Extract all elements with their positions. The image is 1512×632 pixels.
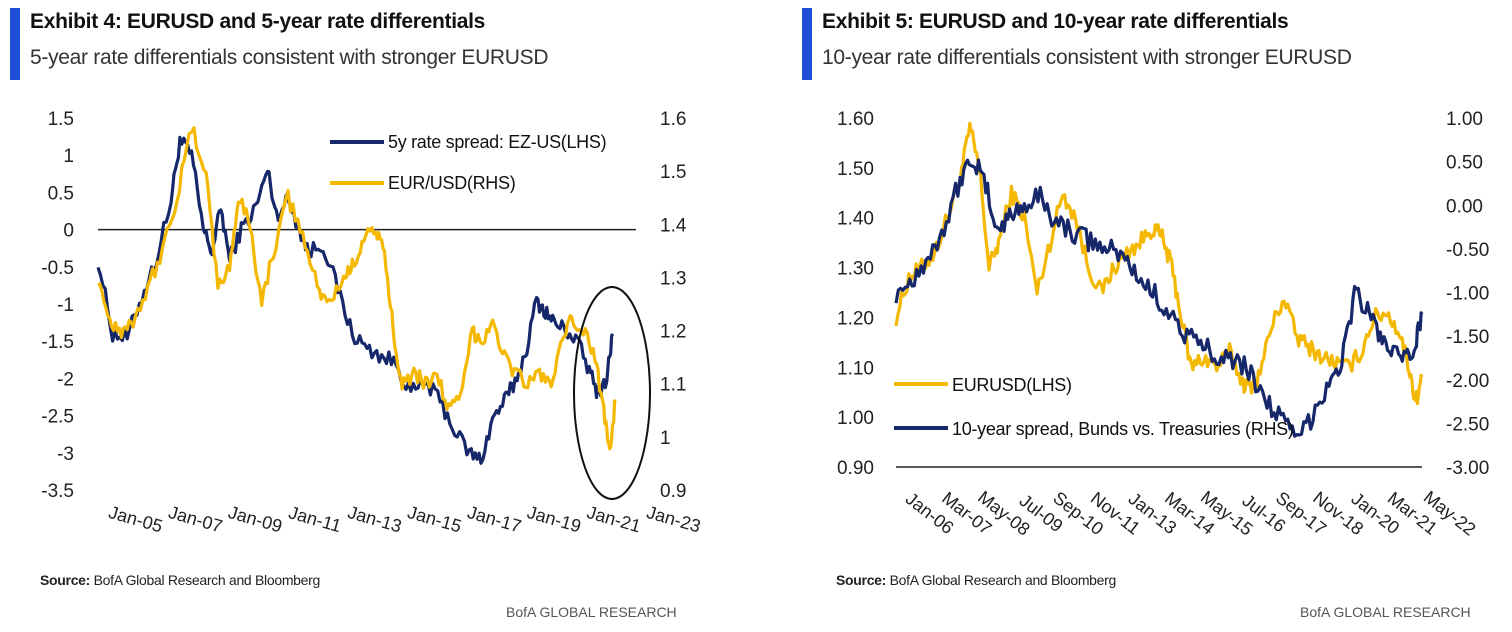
y-right-tick-label: 1.5 [660, 162, 686, 183]
legend-label: EUR/USD(RHS) [388, 173, 515, 193]
x-tick-label: Jan-11 [286, 502, 343, 536]
y-left-tick-label: 1.5 [48, 109, 74, 130]
y-right-tick-label: 1.1 [660, 375, 686, 396]
exhibit-title: Exhibit 5: EURUSD and 10-year rate diffe… [822, 10, 1289, 33]
y-right-tick-label: 1.6 [660, 109, 686, 130]
source-text: BofA Global Research and Bloomberg [886, 572, 1117, 588]
brand-footer: BofA GLOBAL RESEARCH [506, 604, 677, 620]
y-right-tick-label: 1.4 [660, 215, 687, 236]
y-left-tick-label: -1.5 [41, 332, 74, 353]
series-line-navy [894, 158, 1424, 438]
x-tick-label: Jan-23 [644, 502, 702, 536]
y-right-tick-label: 0.9 [660, 481, 686, 502]
legend-label: 5y rate spread: EZ-US(LHS) [388, 132, 606, 152]
y-left-tick-label: -3.5 [41, 481, 74, 502]
y-left-tick-label: 1.60 [837, 109, 874, 130]
y-right-tick-label: -1.00 [1446, 284, 1489, 305]
y-left-tick-label: 0.90 [837, 458, 874, 479]
y-left-tick-label: 1.40 [837, 209, 874, 230]
x-tick-label: Jan-17 [465, 502, 523, 536]
exhibit-4-panel: Exhibit 4: EURUSD and 5-year rate differ… [10, 8, 703, 620]
y-left-tick-label: 1.30 [837, 259, 874, 280]
x-tick-label: Jan-15 [405, 502, 463, 536]
exhibit-4-chart: 1.5 1 0.5 0 -0.5 -1 -1.5 -2 -2.5 -3 -3.5 1.6 1.5 1.4 1… [41, 109, 703, 536]
x-tick-label: Jan-05 [106, 502, 164, 536]
y-left-tick-label: -3 [57, 444, 74, 465]
source-label: Source: [836, 572, 887, 588]
x-tick-label: Jan-13 [346, 502, 404, 536]
y-left-tick-label: 0 [63, 221, 74, 242]
accent-bar [802, 8, 812, 80]
legend-label: EURUSD(LHS) [952, 375, 1072, 395]
y-right-tick-label: -2.50 [1446, 414, 1489, 435]
y-left-tick-label: -0.5 [41, 258, 74, 279]
y-right-tick-label: -3.00 [1446, 458, 1489, 479]
series-line-gold [97, 126, 617, 451]
y-right-tick-label: 1.3 [660, 268, 686, 289]
y-right-tick-label: -1.50 [1446, 327, 1489, 348]
y-left-tick-label: 1.00 [837, 408, 874, 429]
exhibit-title: Exhibit 4: EURUSD and 5-year rate differ… [30, 10, 486, 33]
brand-footer: BofA GLOBAL RESEARCH [1300, 604, 1471, 620]
y-left-tick-label: 1.20 [837, 308, 874, 329]
y-right-tick-label: 1.2 [660, 322, 686, 343]
highlight-ellipse [573, 286, 651, 500]
y-right-tick-label: -2.00 [1446, 371, 1489, 392]
series-line-navy [96, 135, 615, 465]
y-right-tick-label: 0.00 [1446, 196, 1483, 217]
y-left-tick-label: 1.10 [837, 358, 874, 379]
legend-label: 10-year spread, Bunds vs. Treasuries (RH… [952, 419, 1294, 439]
source-label: Source: [40, 572, 91, 588]
x-tick-label: Jan-09 [226, 502, 284, 536]
exhibit-subtitle: 5-year rate differentials consistent wit… [30, 46, 549, 69]
y-right-tick-label: 1.00 [1446, 109, 1483, 130]
exhibit-subtitle: 10-year rate differentials consistent wi… [822, 46, 1352, 69]
y-left-tick-label: 1.50 [837, 159, 874, 180]
y-right-tick-label: 1 [660, 428, 671, 449]
exhibit-5-panel: Exhibit 5: EURUSD and 10-year rate diffe… [796, 0, 1512, 632]
x-tick-label: Jan-19 [525, 502, 583, 536]
exhibit-5-chart: 1.60 1.50 1.40 1.30 1.20 1.10 1.00 0.90 1.00 0.50… [837, 109, 1489, 540]
y-left-tick-label: 1 [63, 146, 74, 167]
y-left-tick-label: -2.5 [41, 407, 74, 428]
source-note: Source: BofA Global Research and Bloombe… [836, 572, 1116, 588]
y-left-tick-label: -2 [57, 369, 74, 390]
x-tick-label: Jan-07 [166, 502, 224, 536]
y-left-tick-label: 0.5 [48, 183, 74, 204]
source-note: Source: BofA Global Research and Bloombe… [40, 572, 320, 588]
y-right-tick-label: 0.50 [1446, 153, 1483, 174]
source-text: BofA Global Research and Bloomberg [90, 572, 321, 588]
y-right-tick-label: -0.50 [1446, 240, 1489, 261]
x-tick-label: Jan-21 [585, 502, 643, 536]
y-left-tick-label: -1 [57, 295, 74, 316]
accent-bar [10, 8, 20, 80]
